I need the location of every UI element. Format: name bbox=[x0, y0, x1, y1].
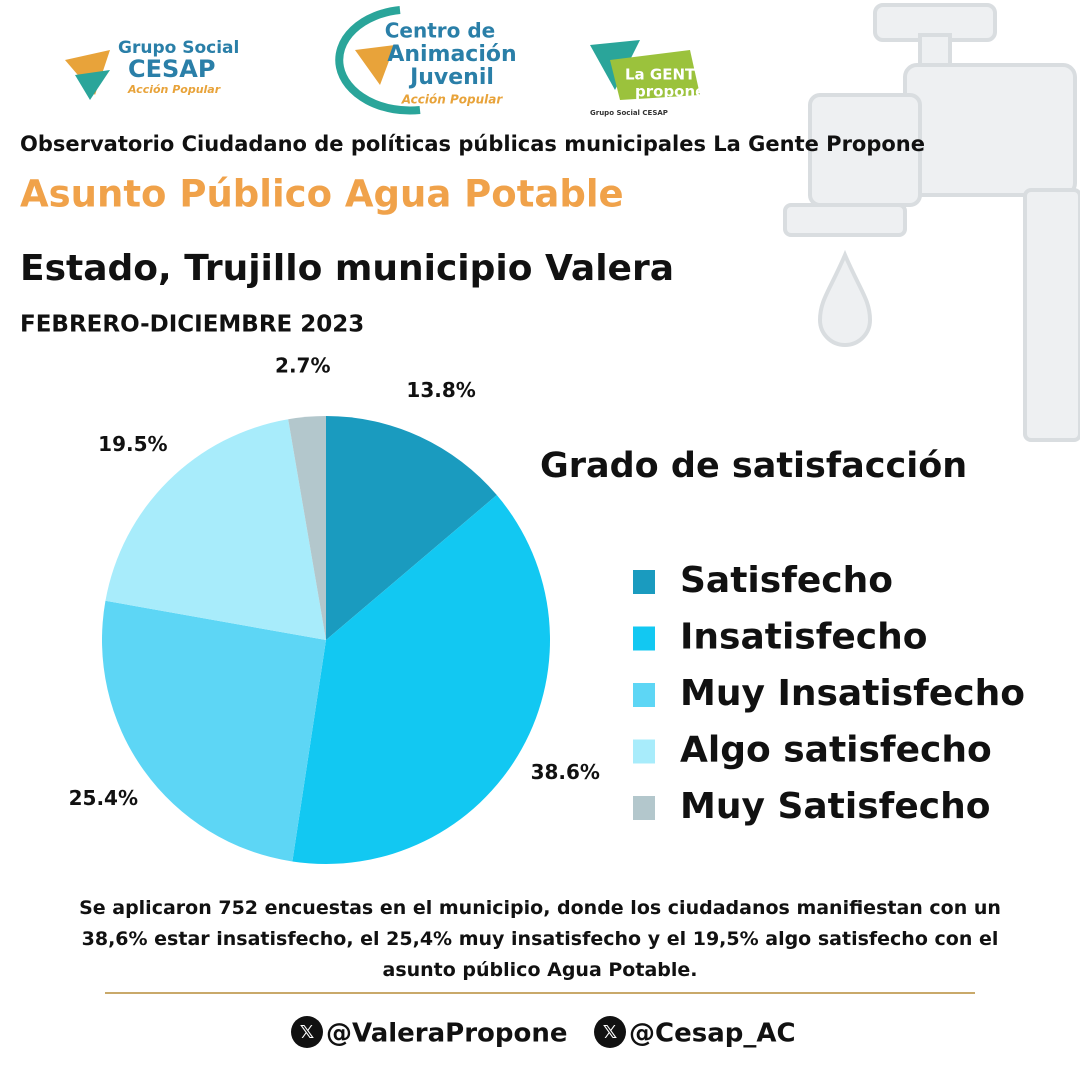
faucet-decoration bbox=[783, 3, 1080, 442]
location-title: Estado, Trujillo municipio Valera bbox=[20, 248, 674, 289]
logo-text: propone bbox=[635, 83, 705, 101]
social-handle: @Cesap_AC bbox=[629, 1019, 796, 1049]
pie-slice bbox=[288, 416, 326, 640]
logo-text: Animación bbox=[387, 42, 516, 67]
value-label: 13.8% bbox=[406, 378, 475, 402]
value-label: 19.5% bbox=[98, 432, 167, 456]
logo-text: Grupo Social CESAP bbox=[590, 109, 668, 117]
pie-slice bbox=[105, 419, 327, 640]
pie-slice bbox=[101, 600, 327, 862]
observatory-title: Observatorio Ciudadano de políticas públ… bbox=[20, 132, 925, 156]
legend-swatch bbox=[633, 626, 655, 651]
svg-text:𝕏: 𝕏 bbox=[603, 1022, 618, 1043]
legend-swatch bbox=[633, 683, 655, 707]
logo-text: CESAP bbox=[128, 55, 215, 83]
legend-label: Insatisfecho bbox=[680, 617, 928, 658]
social-handle: @ValeraPropone bbox=[326, 1019, 568, 1049]
period: FEBRERO-DICIEMBRE 2023 bbox=[20, 312, 364, 338]
legend-swatch bbox=[633, 796, 655, 820]
summary: Se aplicaron 752 encuestas en el municip… bbox=[79, 897, 1001, 981]
value-label: 38.6% bbox=[531, 760, 600, 784]
logo-text: Centro de bbox=[385, 19, 496, 43]
logo-gente: La GENTE propone Grupo Social CESAP bbox=[590, 40, 706, 117]
pie-slice bbox=[292, 495, 550, 865]
value-label: 25.4% bbox=[69, 786, 138, 810]
logo-centro: Centro de Animación Juvenil Acción Popul… bbox=[335, 6, 517, 115]
logo-text: Acción Popular bbox=[401, 93, 504, 107]
legend-label: Algo satisfecho bbox=[680, 730, 992, 771]
logo-text: Acción Popular bbox=[127, 83, 221, 96]
svg-text:𝕏: 𝕏 bbox=[300, 1022, 315, 1043]
value-label: 2.7% bbox=[275, 353, 330, 377]
logo-text: Grupo Social bbox=[118, 38, 239, 58]
logo-cesap: Grupo Social CESAP Acción Popular bbox=[65, 38, 239, 100]
logo-text: Juvenil bbox=[408, 65, 494, 90]
topic-title: Asunto Público Agua Potable bbox=[20, 173, 624, 216]
legend-swatch bbox=[633, 570, 655, 594]
logo-text: La GENTE bbox=[625, 66, 706, 84]
chart-title: Grado de satisfacción bbox=[540, 446, 967, 486]
pie-slice bbox=[326, 416, 497, 640]
legend-label: Muy Satisfecho bbox=[680, 786, 990, 827]
legend-label: Satisfecho bbox=[680, 560, 893, 601]
legend-swatch bbox=[633, 739, 655, 764]
legend-label: Muy Insatisfecho bbox=[680, 673, 1025, 714]
social-icons: 𝕏 𝕏 bbox=[291, 1016, 626, 1048]
